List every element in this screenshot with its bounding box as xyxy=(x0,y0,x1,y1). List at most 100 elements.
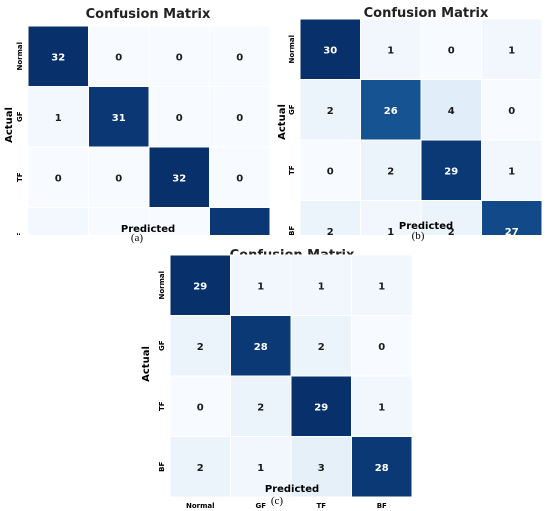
cell-value-label: 32 xyxy=(172,173,186,184)
heatmap-cell xyxy=(420,200,482,235)
y-tick-labels: Normal GF TF BF xyxy=(158,271,166,472)
heatmap-cells: 32 0 0 0 1 31 0 0 0 0 32 0 1 0 0 31 xyxy=(27,25,271,235)
heatmap-cell xyxy=(88,207,150,235)
cell-value-label: 0 xyxy=(115,52,122,63)
heatmap-cell xyxy=(209,146,271,208)
cell-value-label: 29 xyxy=(193,281,207,292)
cell-value-label: 28 xyxy=(375,463,389,474)
cell-value-label: 0 xyxy=(197,402,204,413)
cell-value-label: 1 xyxy=(318,281,325,292)
x-axis-label: Predicted xyxy=(121,224,175,235)
y-tick-label: GF xyxy=(16,111,24,122)
y-tick-label: BF xyxy=(158,461,166,471)
y-tick-label: TF xyxy=(158,401,166,411)
cell-value-label: 2 xyxy=(327,227,334,235)
cell-value-label: 27 xyxy=(505,227,519,235)
cell-value-label: 1 xyxy=(378,281,385,292)
cell-value-label: 0 xyxy=(55,173,62,184)
y-tick-label: Normal xyxy=(16,42,24,71)
cell-value-label: 2 xyxy=(197,342,204,353)
cell-value-label: 1 xyxy=(508,45,515,56)
x-tick-label: BF xyxy=(377,502,387,510)
heatmap-cell xyxy=(169,436,231,498)
cell-value-label: 0 xyxy=(176,234,183,235)
heatmap-cell xyxy=(299,200,361,235)
cell-value-label: 26 xyxy=(384,106,398,117)
heatmap-cell xyxy=(481,79,543,141)
heatmap-cell xyxy=(481,139,543,201)
x-axis-label: Predicted xyxy=(265,484,319,495)
heatmap-cell xyxy=(88,146,150,208)
panel-caption: (a) xyxy=(130,232,144,244)
y-tick-label: Normal xyxy=(288,35,296,64)
cell-value-label: 2 xyxy=(318,342,325,353)
cell-value-label: 31 xyxy=(233,234,247,235)
y-tick-label: TF xyxy=(16,172,24,182)
heatmap-cell xyxy=(360,79,422,141)
cell-value-label: 32 xyxy=(51,52,65,63)
heatmap-cell xyxy=(360,18,422,80)
cell-value-label: 1 xyxy=(55,113,62,124)
cell-value-label: 1 xyxy=(257,463,264,474)
heatmap-b: Confusion Matrix 30 1 0 1 2 26 4 0 0 2 29 1 2 1 2 27 No… xyxy=(277,6,543,235)
heatmap-cell xyxy=(290,436,352,498)
heatmap-cell xyxy=(169,254,231,316)
y-tick-labels: Normal GF TF BF xyxy=(288,35,296,235)
cell-value-label: 4 xyxy=(448,106,455,117)
cell-value-label: 29 xyxy=(314,402,328,413)
cell-value-label: 0 xyxy=(176,113,183,124)
chart-title: Confusion Matrix xyxy=(86,7,211,22)
cell-value-label: 0 xyxy=(236,113,243,124)
x-tick-label: TF xyxy=(316,502,326,510)
y-tick-label: TF xyxy=(288,165,296,175)
x-axis-label: Predicted xyxy=(399,221,453,232)
y-axis-label: Actual xyxy=(4,107,15,143)
cell-value-label: 0 xyxy=(115,234,122,235)
heatmap-cell xyxy=(299,139,361,201)
heatmap-cell xyxy=(209,86,271,148)
heatmap-cell xyxy=(169,375,231,437)
heatmap-cell xyxy=(299,18,361,80)
heatmap-cell xyxy=(360,139,422,201)
cell-value-label: 2 xyxy=(257,402,264,413)
heatmap-cell xyxy=(290,375,352,437)
heatmap-cells: 30 1 0 1 2 26 4 0 0 2 29 1 2 1 2 27 xyxy=(299,18,543,235)
cell-value-label: 28 xyxy=(254,342,268,353)
cell-value-label: 2 xyxy=(197,463,204,474)
heatmap-cell xyxy=(360,200,422,235)
cell-value-label: 0 xyxy=(327,166,334,177)
heatmap-cell xyxy=(351,315,413,377)
y-tick-labels: Normal GF TF BF xyxy=(16,42,24,235)
heatmap-cell xyxy=(420,79,482,141)
heatmap-cell xyxy=(230,436,292,498)
y-axis-label: Actual xyxy=(277,104,288,140)
y-tick-label: BF xyxy=(16,232,24,235)
heatmap-cell xyxy=(88,25,150,87)
cell-value-label: 2 xyxy=(387,166,394,177)
cell-value-label: 1 xyxy=(55,234,62,235)
cell-value-label: 1 xyxy=(387,45,394,56)
cell-value-label: 0 xyxy=(176,52,183,63)
cell-value-label: 0 xyxy=(236,52,243,63)
cell-value-label: 1 xyxy=(378,402,385,413)
heatmap-cell xyxy=(209,25,271,87)
heatmap-cell xyxy=(148,25,210,87)
cell-value-label: 2 xyxy=(327,106,334,117)
x-tick-labels: Normal GF TF BF xyxy=(186,502,387,510)
cell-value-label: 0 xyxy=(236,173,243,184)
cell-value-label: 2 xyxy=(448,227,455,235)
y-tick-label: BF xyxy=(288,225,296,235)
chart-title: Confusion Matrix xyxy=(364,6,489,21)
cell-value-label: 30 xyxy=(323,45,337,56)
cell-value-label: 1 xyxy=(387,227,394,235)
cell-value-label: 0 xyxy=(508,106,515,117)
heatmap-cell xyxy=(27,25,89,87)
heatmap-cell xyxy=(420,18,482,80)
cell-value-label: 0 xyxy=(448,45,455,56)
cell-value-label: 0 xyxy=(115,173,122,184)
cell-value-label: 31 xyxy=(112,113,126,124)
panel-caption: (b) xyxy=(411,230,425,242)
y-tick-label: GF xyxy=(288,104,296,115)
